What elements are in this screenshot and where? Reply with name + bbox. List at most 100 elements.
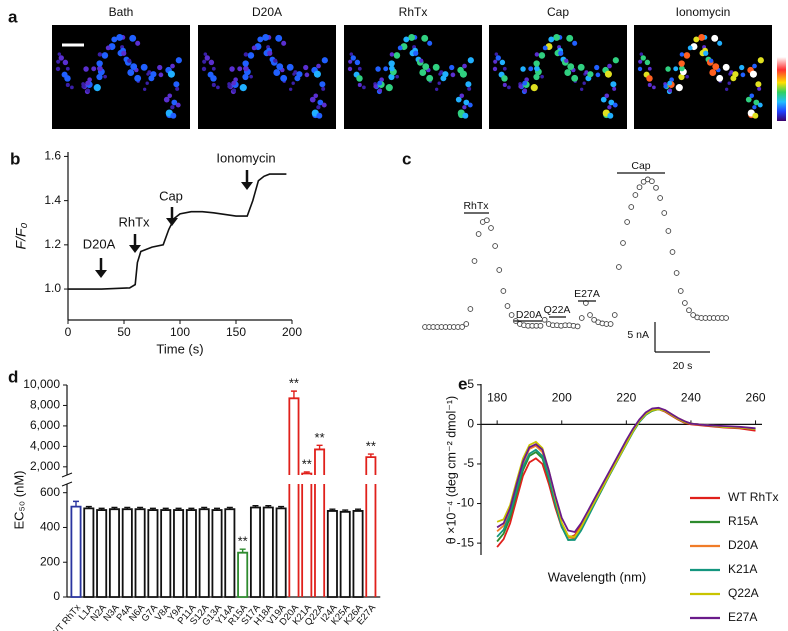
- cell: [129, 34, 137, 42]
- cell: [459, 70, 467, 78]
- cell: [383, 66, 389, 72]
- trace-point: [578, 315, 585, 321]
- y-axis-label: F/F₀: [13, 222, 29, 249]
- cell: [56, 59, 61, 64]
- cell: [408, 33, 416, 41]
- cell: [273, 58, 278, 63]
- cell: [752, 112, 759, 119]
- cell: [231, 88, 237, 93]
- image-title: Bath: [109, 5, 134, 19]
- cell: [637, 66, 643, 72]
- bar: [301, 472, 313, 597]
- cell: [709, 69, 717, 76]
- arrow-head: [241, 182, 253, 190]
- cell: [211, 82, 216, 88]
- cell: [604, 93, 610, 99]
- image-title: RhTx: [399, 5, 428, 19]
- cell: [434, 87, 439, 91]
- axis-break: [61, 481, 73, 487]
- cell: [135, 40, 141, 46]
- cell: [304, 72, 310, 78]
- x-tick-label: 200: [282, 325, 302, 339]
- cell: [58, 55, 64, 61]
- cell: [350, 55, 356, 61]
- cell: [540, 74, 544, 79]
- trace-point: [723, 315, 729, 321]
- image-title: D20A: [252, 5, 282, 19]
- bar: [224, 508, 236, 598]
- cell: [321, 86, 326, 91]
- bar: [365, 456, 377, 597]
- axis-break: [61, 472, 73, 478]
- cell: [467, 102, 473, 108]
- cell: [572, 40, 578, 46]
- cell: [319, 81, 326, 88]
- x-tick-label: 0: [65, 325, 72, 339]
- cell: [607, 105, 612, 110]
- cell: [462, 63, 467, 69]
- cell: [242, 73, 249, 81]
- cell: [534, 52, 540, 57]
- cell: [362, 85, 366, 90]
- cell: [449, 64, 455, 71]
- trace-point: [508, 312, 515, 318]
- significance: **: [366, 438, 376, 453]
- cell: [150, 71, 157, 78]
- cell: [211, 66, 216, 71]
- cell: [437, 81, 441, 85]
- x-tick-label: 150: [226, 325, 246, 339]
- cell: [87, 77, 92, 82]
- cell: [377, 80, 383, 86]
- cell: [757, 57, 764, 64]
- cell: [97, 52, 103, 57]
- cell: [462, 105, 467, 110]
- cell: [316, 63, 321, 69]
- significance: **: [302, 456, 312, 471]
- cell: [518, 84, 523, 89]
- cell: [604, 70, 612, 78]
- cell: [612, 57, 619, 64]
- cell: [276, 63, 284, 71]
- cell: [639, 52, 644, 56]
- cell: [724, 87, 729, 91]
- cell: [130, 63, 138, 71]
- cell: [419, 58, 424, 63]
- scale-label: 5 nA: [627, 329, 649, 341]
- y-tick-label: -5: [463, 456, 474, 470]
- cell: [502, 66, 507, 71]
- cell: [388, 60, 395, 67]
- cell: [321, 102, 327, 108]
- cell: [273, 69, 281, 76]
- trace-point: [624, 219, 630, 225]
- cell: [116, 33, 124, 41]
- cell: [210, 75, 217, 82]
- trace-point: [653, 184, 659, 191]
- cell: [175, 57, 182, 64]
- annotation: Cap: [631, 160, 650, 172]
- bar: [70, 505, 82, 598]
- cell: [584, 70, 589, 75]
- cell: [239, 84, 247, 92]
- cell: [257, 36, 264, 43]
- cell: [501, 75, 508, 82]
- cell: [564, 58, 569, 63]
- cell: [693, 36, 700, 43]
- cell: [499, 59, 506, 66]
- cell: [665, 66, 671, 72]
- cell: [316, 112, 323, 119]
- x-axis-label: Wavelength (nm): [548, 569, 647, 584]
- y-tick-label: 200: [40, 554, 60, 568]
- cell: [243, 52, 249, 57]
- bar: [262, 506, 274, 598]
- cell: [296, 71, 303, 78]
- cell: [171, 99, 178, 106]
- trace-point: [628, 204, 635, 210]
- y-tick-label: -10: [457, 496, 475, 510]
- cell: [462, 112, 469, 119]
- cell: [421, 34, 429, 42]
- cell: [57, 52, 62, 56]
- bar: [237, 551, 249, 598]
- cell: [522, 80, 528, 86]
- cell: [243, 65, 249, 72]
- cell: [389, 52, 395, 57]
